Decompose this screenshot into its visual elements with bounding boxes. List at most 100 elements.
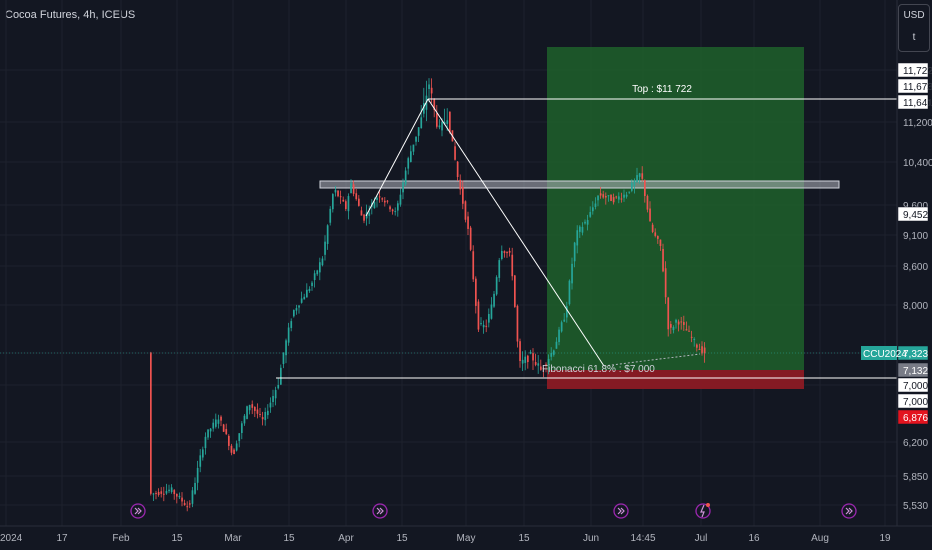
candle (248, 404, 251, 415)
candle-body (163, 493, 165, 495)
candle-body (560, 322, 563, 332)
candle (191, 486, 194, 508)
candle (241, 421, 243, 440)
price-label-text: 7,323 (903, 349, 928, 360)
forward-arrow-icon (841, 503, 857, 519)
candle-body (628, 191, 631, 193)
candle (586, 214, 589, 231)
candle (225, 423, 228, 436)
candle (646, 194, 649, 213)
candle-body (644, 180, 646, 196)
candle-body (165, 490, 168, 494)
candle-body (597, 195, 599, 201)
forward-arrow-icon (372, 503, 388, 519)
candle (576, 225, 579, 254)
candle-body (316, 270, 319, 275)
candle (584, 219, 586, 225)
candle-body (516, 305, 519, 342)
candle-body (662, 248, 664, 272)
price-label: 9,452 (897, 206, 928, 222)
price-label-box (897, 393, 929, 409)
candle-body (558, 329, 560, 343)
candle (464, 200, 467, 223)
price-label-box (897, 62, 929, 78)
candle-body (675, 319, 677, 323)
candle (168, 484, 170, 494)
candle (441, 118, 443, 137)
candle-body (654, 232, 657, 236)
candle (633, 178, 636, 194)
candle (404, 167, 407, 187)
candle-body (620, 198, 623, 200)
candle (560, 320, 563, 333)
candle (313, 270, 316, 288)
candle-body (573, 242, 576, 262)
price-axis[interactable]: 11,722 11,673 11,641 11,200 10,400 9,6009,452… (861, 0, 932, 526)
candle-body (178, 495, 181, 498)
candle-body (176, 493, 178, 497)
candle-body (347, 196, 350, 212)
candle (475, 276, 477, 314)
candle (272, 389, 274, 408)
candle-body (199, 455, 202, 467)
candle (306, 283, 308, 298)
candle (420, 104, 423, 129)
candle-body (688, 330, 690, 332)
candle-body (664, 268, 667, 298)
candle-body (248, 404, 251, 411)
candle (183, 499, 186, 506)
candle (490, 297, 493, 320)
candle-body (306, 289, 308, 298)
candle-body (594, 203, 597, 207)
price-tick-label: 11,200 (903, 118, 932, 129)
price-label: 11,673 (897, 78, 932, 94)
candle (311, 280, 313, 291)
candle-body (282, 352, 285, 365)
candle-body (417, 127, 420, 136)
candle (589, 206, 592, 218)
candle-body (506, 251, 508, 254)
event-marker-ring (695, 503, 711, 519)
candle (495, 275, 498, 296)
currency-selector[interactable]: USD t (898, 4, 930, 52)
candle (155, 490, 157, 500)
candle (618, 192, 620, 204)
candle-body (152, 493, 155, 495)
candle-body (482, 324, 485, 328)
price-tick-label: 8,000 (903, 301, 928, 312)
candle-body (420, 117, 423, 129)
candle (407, 156, 410, 175)
candle (300, 291, 303, 304)
candle (488, 308, 490, 328)
candle (563, 313, 566, 323)
candle-body (618, 196, 620, 200)
time-axis[interactable]: 2024 17 Feb 15 Mar 15 Apr 15 May 15 Jun 14:45 Jul 16 A… (0, 525, 932, 544)
candle (511, 247, 514, 281)
candle (233, 448, 235, 455)
candle (467, 211, 469, 236)
candle (654, 228, 657, 238)
candle-body (456, 161, 459, 178)
candle-body (508, 250, 511, 253)
candle (178, 492, 181, 499)
time-tick-label: 15 (283, 533, 295, 544)
candle-body (363, 214, 365, 221)
event-markers[interactable] (130, 503, 857, 519)
candle (368, 205, 371, 225)
candle-body (173, 490, 176, 495)
candle-body (212, 422, 215, 429)
candle (196, 460, 199, 491)
candle (280, 364, 282, 385)
candle (165, 483, 168, 495)
candle-body (326, 225, 329, 244)
candle (194, 477, 196, 495)
candle-body (264, 411, 267, 421)
candle-body (256, 409, 259, 414)
price-label-text: 7,000 (903, 397, 928, 408)
price-label-box (897, 78, 929, 94)
candle (235, 440, 238, 452)
candle (303, 293, 306, 300)
price-tick-label: 9,100 (903, 231, 928, 242)
candle (391, 208, 394, 215)
